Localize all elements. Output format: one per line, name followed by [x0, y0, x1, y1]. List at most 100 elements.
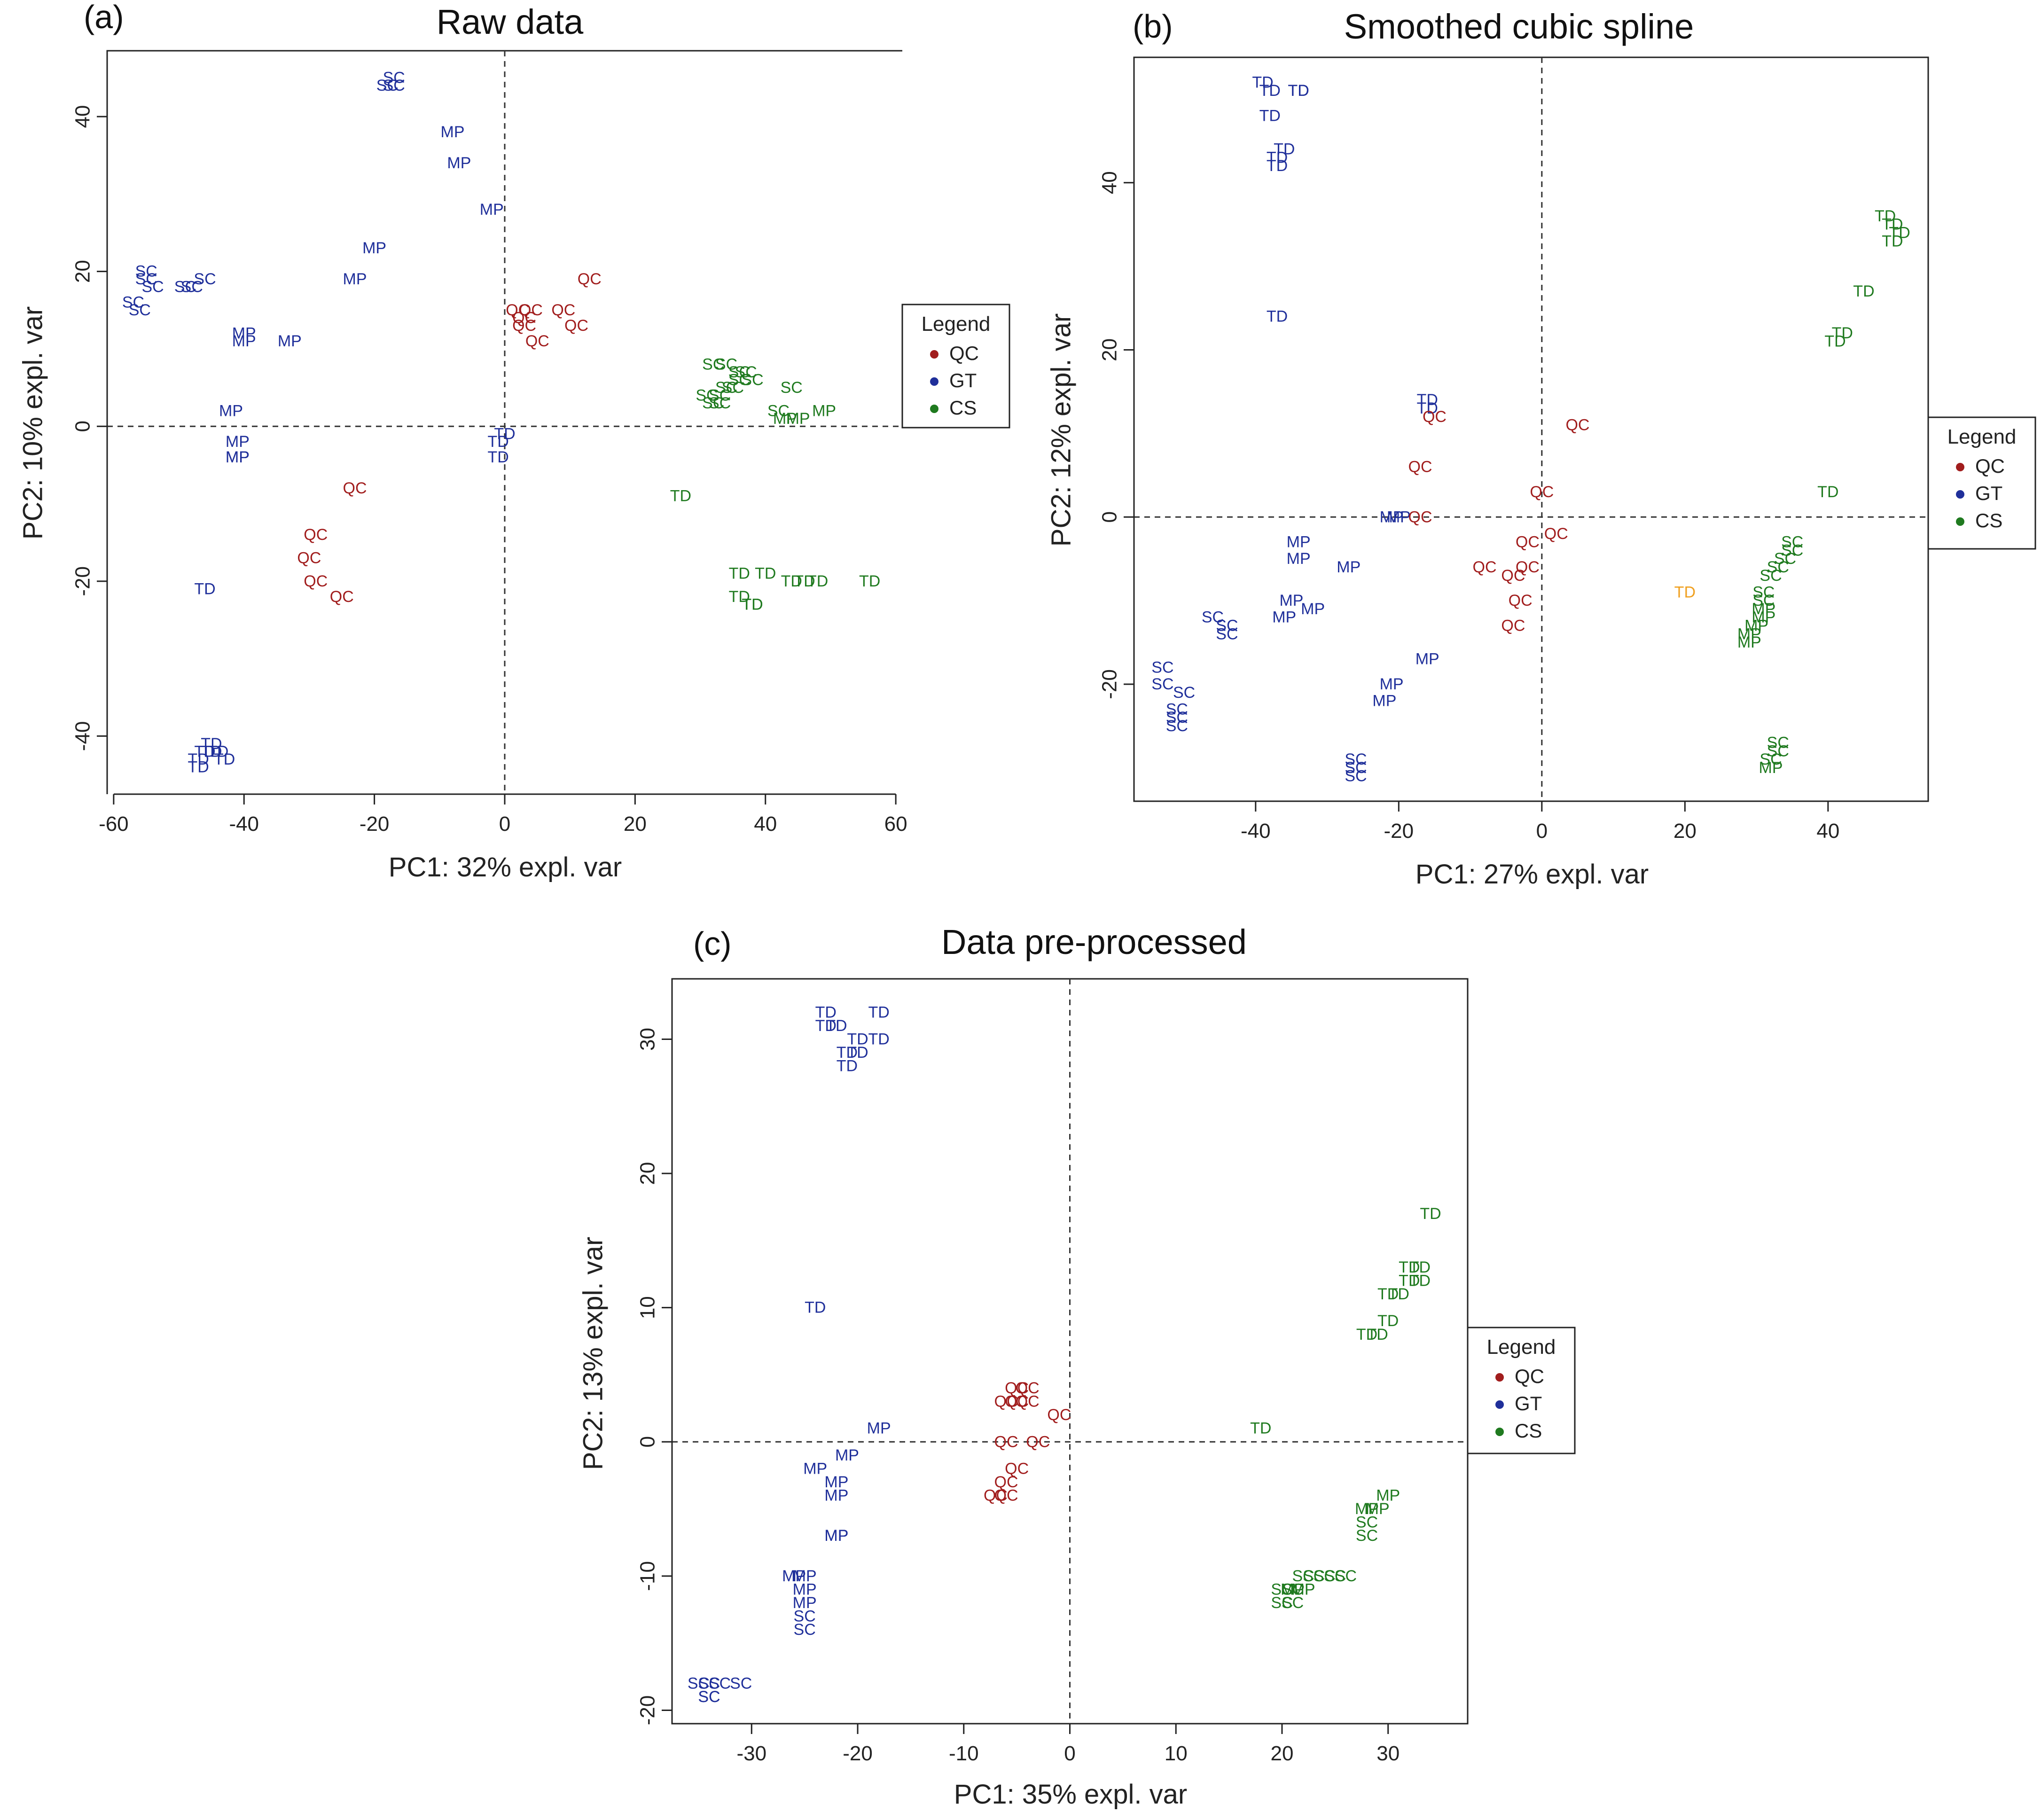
data-point: QC: [506, 301, 530, 319]
data-point: SC: [1781, 541, 1803, 559]
data-point: MP: [226, 448, 250, 466]
data-point: MP: [773, 410, 797, 428]
data-point: SC: [794, 1608, 816, 1625]
data-point: QC: [525, 332, 549, 350]
legend-marker: [1956, 463, 1964, 471]
chart-title: Data pre-processed: [941, 922, 1247, 961]
y-tick-label: -10: [636, 1561, 659, 1591]
data-point: TD: [1875, 207, 1896, 225]
data-point: SC: [383, 77, 405, 94]
legend-marker: [930, 405, 938, 413]
x-tick-label: -40: [1241, 820, 1271, 843]
x-tick-label: -20: [1384, 820, 1414, 843]
data-point: QC: [1530, 483, 1554, 501]
data-point: TD: [487, 433, 508, 451]
data-point: MP: [867, 1420, 891, 1437]
data-point: MP: [824, 1487, 848, 1505]
data-point: SC: [702, 355, 724, 373]
data-point: TD: [826, 1017, 847, 1035]
chart-title: Smoothed cubic spline: [1344, 7, 1694, 46]
data-point: TD: [1259, 82, 1281, 100]
data-point: QC: [994, 1393, 1018, 1411]
data-point: TD: [1409, 1272, 1431, 1290]
data-point: MP: [447, 154, 471, 172]
x-tick-label: -60: [99, 812, 129, 836]
x-tick-label: -20: [843, 1742, 873, 1765]
panel-tag: (a): [84, 0, 124, 35]
data-point: MP: [824, 1527, 848, 1545]
data-point: SC: [1767, 558, 1789, 576]
x-tick-label: 40: [754, 812, 777, 836]
data-point: MP: [1380, 508, 1404, 526]
data-point: MP: [232, 324, 256, 342]
data-point: QC: [1005, 1379, 1029, 1397]
data-point: SC: [794, 1621, 816, 1639]
x-tick-label: 60: [884, 812, 907, 836]
data-point: MP: [793, 1580, 817, 1598]
data-point: SC: [1292, 1567, 1314, 1585]
data-point: MP: [786, 410, 810, 428]
data-point: MP: [1279, 592, 1303, 609]
data-point: QC: [1408, 508, 1432, 526]
x-axis: -30 -20 -10 0 10 20 30: [737, 1723, 1400, 1765]
data-point: SC: [129, 301, 151, 319]
data-point: QC: [1423, 408, 1447, 426]
x-tick-label: 40: [1816, 820, 1839, 843]
data-point: QC: [1047, 1406, 1071, 1424]
data-point: SC: [1166, 709, 1188, 726]
data-point: SC: [383, 69, 405, 87]
chart-panel-3: -30 -20 -10 0 10 20 30 -20 -10 0 10 20 30 Data pre-pr…: [578, 922, 1576, 1810]
data-point: SC: [135, 270, 157, 288]
x-axis-title: PC1: 35% expl. var: [954, 1779, 1187, 1810]
data-point: TD: [729, 564, 750, 582]
y-tick-label: 20: [71, 260, 94, 283]
data-point: TD: [859, 572, 880, 590]
plot-frame: [1133, 56, 1929, 802]
data-point: QC: [1473, 558, 1497, 576]
data-point: TD: [487, 448, 508, 466]
x-axis-title: PC1: 27% expl. var: [1415, 859, 1649, 890]
data-point: MP: [793, 1594, 817, 1612]
data-point: TD: [1832, 324, 1853, 342]
legend: Legend QC GT CS: [901, 304, 1010, 429]
data-point: SC: [688, 1674, 710, 1692]
legend-marker: [1956, 490, 1964, 499]
data-point: TD: [1250, 1420, 1271, 1437]
legend-title: Legend: [922, 312, 991, 336]
y-tick-label: 20: [636, 1162, 659, 1185]
data-point: MP: [1355, 1500, 1379, 1518]
data-point: QC: [984, 1487, 1008, 1505]
data-point: TD: [1417, 399, 1438, 417]
data-point: SC: [698, 1688, 720, 1706]
data-point: MP: [793, 1567, 817, 1585]
data-point: SC: [1781, 533, 1803, 551]
data-point: QC: [330, 588, 354, 606]
legend-entry: GT: [1975, 482, 2002, 504]
data-point: MP: [1287, 550, 1311, 568]
x-tick-label: -20: [360, 812, 390, 836]
data-point: SC: [1335, 1567, 1357, 1585]
data-point: QC: [1005, 1393, 1029, 1411]
y-tick-label: 40: [71, 105, 94, 128]
data-point: SC: [1356, 1527, 1378, 1545]
data-point: SC: [1303, 1567, 1325, 1585]
data-point: TD: [1288, 82, 1309, 100]
data-point: TD: [815, 1003, 837, 1021]
data-point: SC: [715, 355, 737, 373]
data-point: SC: [1166, 717, 1188, 735]
legend-entry: CS: [1515, 1420, 1542, 1442]
y-tick-label: 0: [636, 1436, 659, 1447]
data-point: QC: [551, 301, 575, 319]
data-point: SC: [1774, 550, 1796, 568]
data-point: SC: [709, 394, 731, 412]
data-point: SC: [730, 1674, 752, 1692]
data-point: SC: [1767, 742, 1789, 760]
data-point: MP: [343, 270, 367, 288]
legend-entry: CS: [1975, 509, 2002, 531]
data-point: SC: [709, 386, 731, 404]
data-point: MP: [1744, 617, 1768, 634]
data-point: QC: [1516, 533, 1540, 551]
data-point: TD: [1399, 1258, 1420, 1276]
data-point: MP: [1301, 600, 1325, 618]
